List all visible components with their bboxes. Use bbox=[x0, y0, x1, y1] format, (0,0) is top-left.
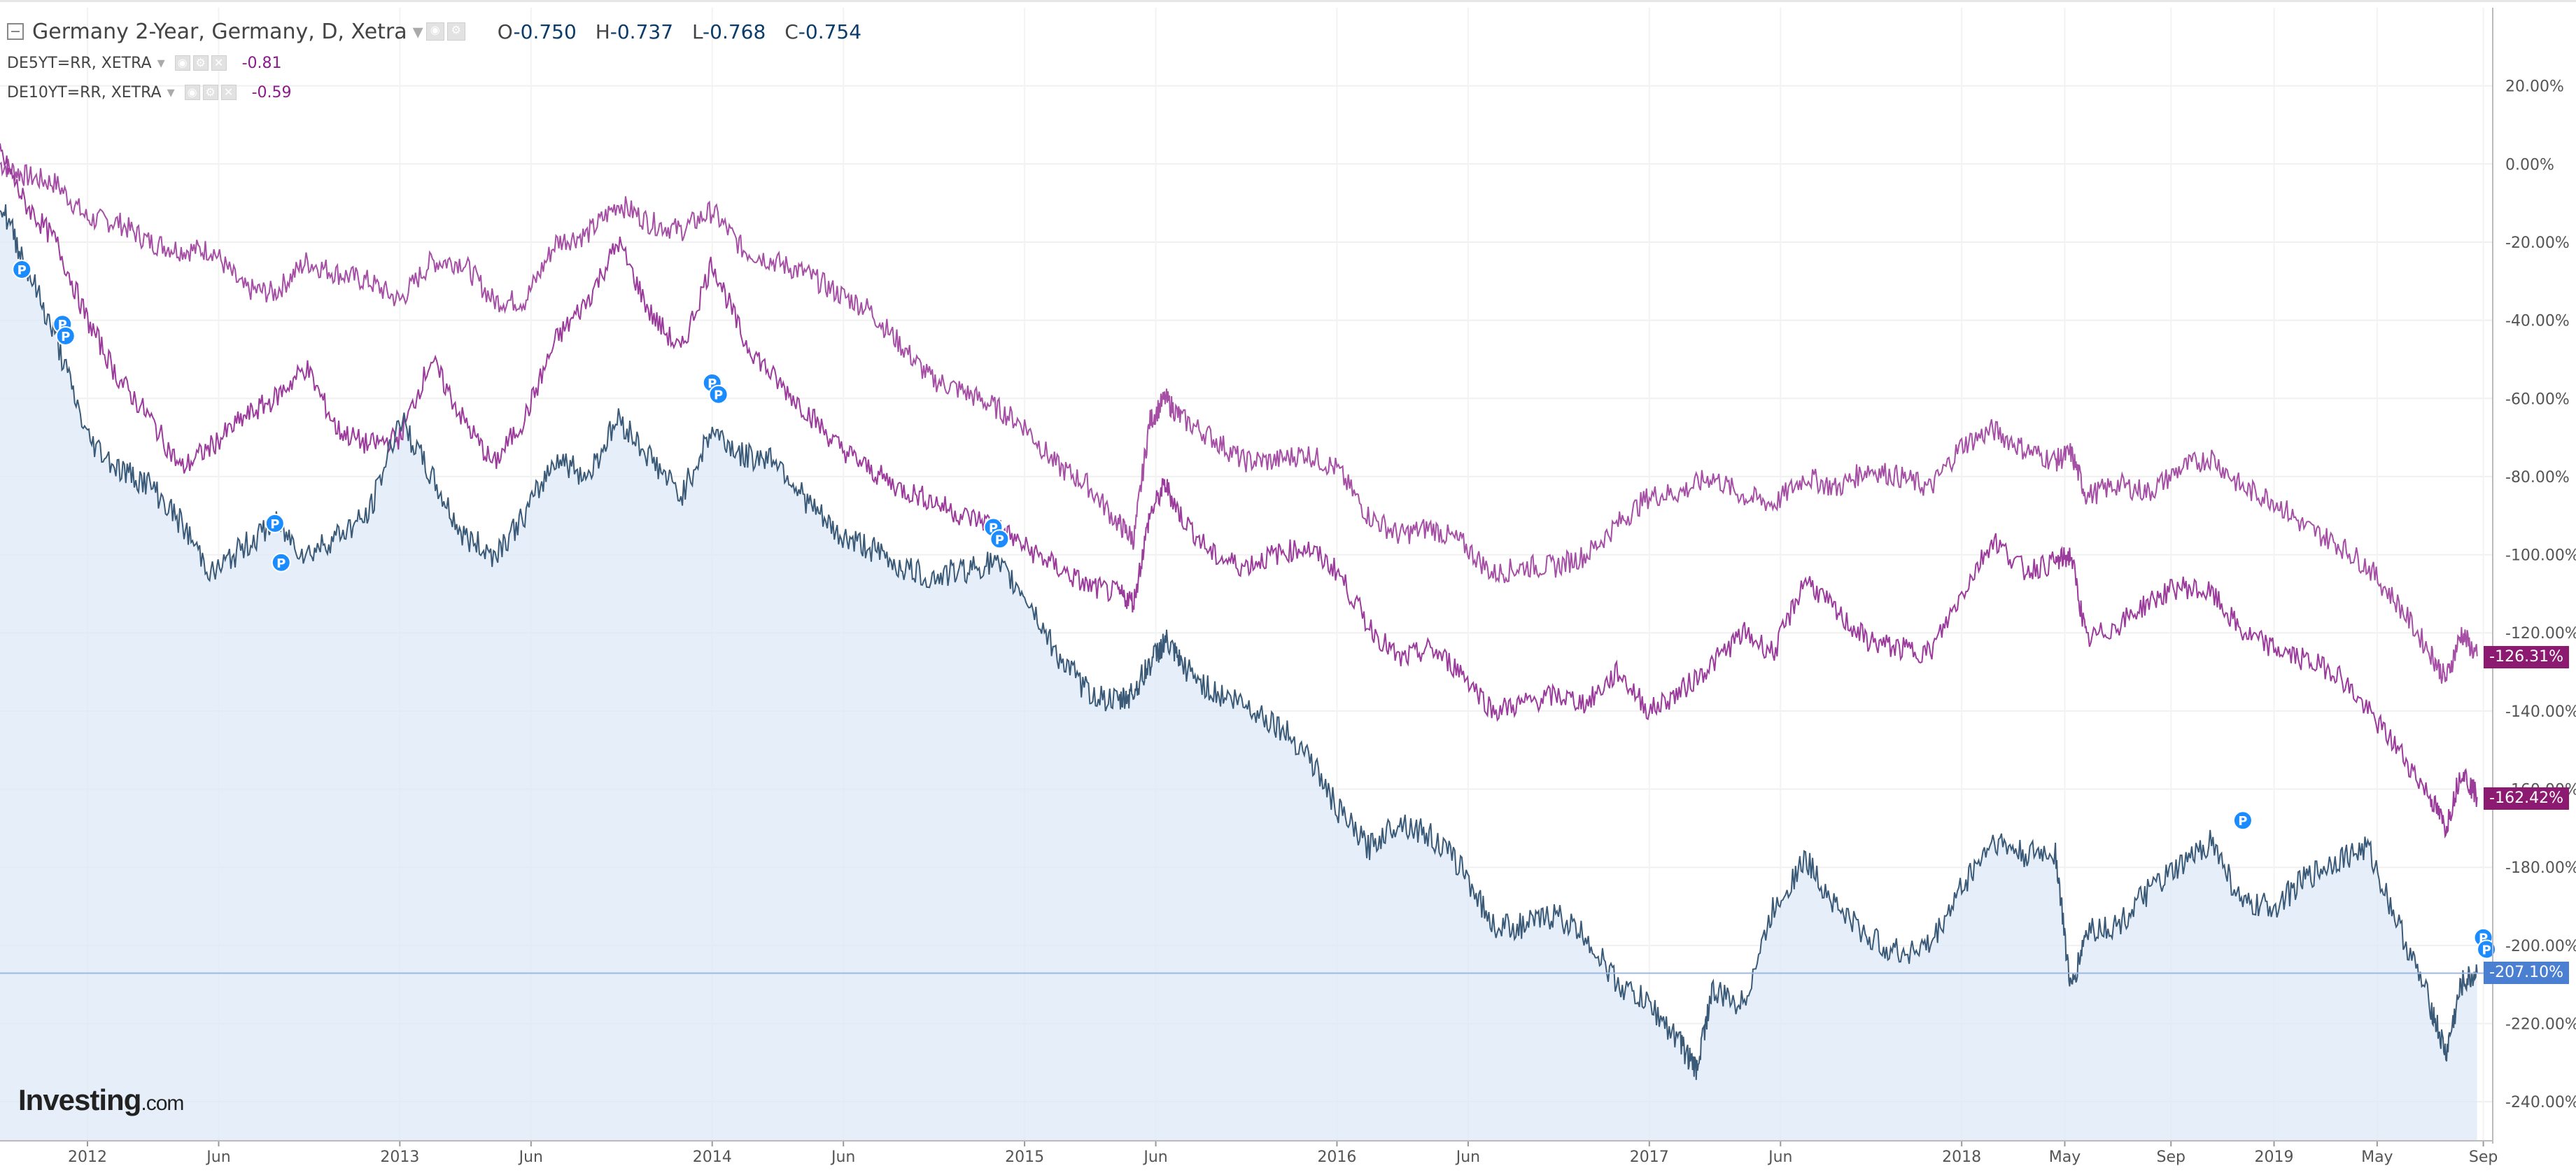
y-tick-label: -220.00% bbox=[2505, 1016, 2576, 1034]
x-tick-label: 2018 bbox=[1942, 1149, 1981, 1166]
x-tick-label: 2017 bbox=[1630, 1149, 1669, 1166]
de2-area bbox=[0, 204, 2477, 1141]
chevron-down-icon[interactable]: ▾ bbox=[157, 54, 165, 72]
event-marker[interactable]: P bbox=[2232, 810, 2253, 831]
event-marker-circle bbox=[2232, 810, 2253, 831]
close-icon[interactable]: ✕ bbox=[211, 55, 227, 71]
eye-icon[interactable]: ◉ bbox=[425, 22, 444, 41]
de5-price-tag: -162.42% bbox=[2484, 787, 2569, 810]
y-tick-label: -120.00% bbox=[2505, 625, 2576, 642]
de10-series-title: DE10YT=RR, XETRA bbox=[7, 83, 162, 101]
event-marker-label: P bbox=[276, 556, 286, 571]
event-marker[interactable]: P bbox=[271, 552, 291, 573]
chevron-down-icon[interactable]: ▾ bbox=[167, 83, 175, 101]
eye-icon[interactable]: ◉ bbox=[184, 85, 200, 100]
de10-series-line bbox=[0, 158, 2478, 684]
event-marker-circle bbox=[708, 384, 729, 405]
event-marker[interactable]: P bbox=[265, 513, 285, 533]
de5-series-title: DE5YT=RR, XETRA bbox=[7, 54, 152, 72]
open-key: O bbox=[497, 20, 514, 43]
x-tick-label: 2014 bbox=[693, 1149, 732, 1166]
y-tick-label: -180.00% bbox=[2505, 859, 2576, 877]
x-tick-label: Sep bbox=[2157, 1149, 2186, 1166]
gear-icon[interactable]: ⚙ bbox=[192, 55, 209, 71]
y-tick-label: -20.00% bbox=[2505, 234, 2570, 252]
y-tick-label: 0.00% bbox=[2505, 156, 2554, 174]
de10-series-legend[interactable]: DE10YT=RR, XETRA ▾ ◉ ⚙ ✕ -0.59 bbox=[7, 80, 292, 104]
x-tick-label: Jun bbox=[205, 1149, 230, 1166]
event-marker-circle bbox=[990, 529, 1010, 549]
event-marker[interactable]: P bbox=[708, 384, 729, 405]
de5-series-legend[interactable]: DE5YT=RR, XETRA ▾ ◉ ⚙ ✕ -0.81 bbox=[7, 51, 282, 75]
event-marker[interactable]: P bbox=[990, 529, 1010, 549]
x-tick-label: 2016 bbox=[1317, 1149, 1356, 1166]
event-marker-label: P bbox=[61, 330, 70, 344]
event-marker-label: P bbox=[2482, 943, 2491, 957]
event-marker[interactable]: P bbox=[2477, 939, 2497, 960]
x-tick-label: 2015 bbox=[1005, 1149, 1044, 1166]
eye-icon[interactable]: ◉ bbox=[174, 55, 190, 71]
collapse-icon[interactable] bbox=[7, 23, 24, 40]
x-tick-label: May bbox=[2361, 1149, 2393, 1166]
x-tick-label: Jun bbox=[1767, 1149, 1792, 1166]
main-series-title: Germany 2-Year, Germany, D, Xetra bbox=[32, 19, 407, 44]
logo-text: Investing bbox=[18, 1083, 141, 1116]
y-tick-label: -80.00% bbox=[2505, 469, 2570, 486]
event-marker[interactable]: P bbox=[12, 260, 32, 280]
y-tick-label: -60.00% bbox=[2505, 391, 2570, 408]
series-lines bbox=[0, 143, 2493, 1081]
de10-price-tag: -126.31% bbox=[2484, 646, 2569, 669]
y-tick-label: -40.00% bbox=[2505, 313, 2570, 330]
x-tick-label: 2013 bbox=[380, 1149, 419, 1166]
event-marker-circle bbox=[271, 552, 291, 573]
x-tick-label: 2019 bbox=[2255, 1149, 2294, 1166]
y-tick-label: -140.00% bbox=[2505, 703, 2576, 721]
x-tick-label: Jun bbox=[1142, 1149, 1167, 1166]
event-marker-circle bbox=[55, 325, 76, 346]
gear-icon[interactable]: ⚙ bbox=[446, 22, 465, 41]
x-tick-label: Jun bbox=[518, 1149, 543, 1166]
high-value: -0.737 bbox=[610, 20, 674, 43]
event-marker-circle bbox=[265, 513, 285, 533]
y-tick-label: -100.00% bbox=[2505, 547, 2576, 565]
high-key: H bbox=[595, 20, 610, 43]
event-marker-label: P bbox=[17, 263, 27, 278]
x-tick-label: May bbox=[2049, 1149, 2081, 1166]
open-value: -0.750 bbox=[513, 20, 577, 43]
chevron-down-icon[interactable]: ▾ bbox=[412, 19, 423, 44]
low-key: L bbox=[691, 20, 703, 43]
x-tick-label: Jun bbox=[1455, 1149, 1480, 1166]
investing-logo: Investing.com bbox=[18, 1083, 184, 1117]
de2-price-tag: -207.10% bbox=[2484, 962, 2569, 985]
low-value: -0.768 bbox=[703, 20, 766, 43]
main-series-legend[interactable]: Germany 2-Year, Germany, D, Xetra ▾ ◉ ⚙ … bbox=[7, 16, 861, 47]
de10-series-value: -0.59 bbox=[251, 83, 292, 101]
event-marker-circle bbox=[12, 260, 32, 280]
area-fill bbox=[0, 204, 2477, 1141]
x-tick-label: Sep bbox=[2469, 1149, 2498, 1166]
de2-series-line bbox=[0, 204, 2478, 1081]
event-marker-circle bbox=[2477, 939, 2497, 960]
y-tick-label: -240.00% bbox=[2505, 1094, 2576, 1111]
event-marker-label: P bbox=[2238, 814, 2247, 829]
de5-series-value: -0.81 bbox=[241, 54, 282, 72]
event-marker-label: P bbox=[995, 533, 1004, 547]
y-tick-label: 20.00% bbox=[2505, 78, 2564, 96]
x-tick-label: Jun bbox=[830, 1149, 855, 1166]
event-marker-label: P bbox=[714, 388, 723, 403]
close-icon[interactable]: ✕ bbox=[220, 85, 237, 100]
x-tick-label: 2012 bbox=[68, 1149, 107, 1166]
de5-series-line bbox=[0, 143, 2478, 839]
gear-icon[interactable]: ⚙ bbox=[202, 85, 218, 100]
event-marker-label: P bbox=[270, 517, 279, 532]
event-marker[interactable]: P bbox=[55, 325, 76, 346]
y-tick-label: -200.00% bbox=[2505, 938, 2576, 955]
logo-domain: .com bbox=[141, 1092, 184, 1115]
close-value: -0.754 bbox=[798, 20, 862, 43]
close-key: C bbox=[784, 20, 798, 43]
ohlc-values: O-0.750 H-0.737 L-0.768 C-0.754 bbox=[485, 20, 861, 43]
